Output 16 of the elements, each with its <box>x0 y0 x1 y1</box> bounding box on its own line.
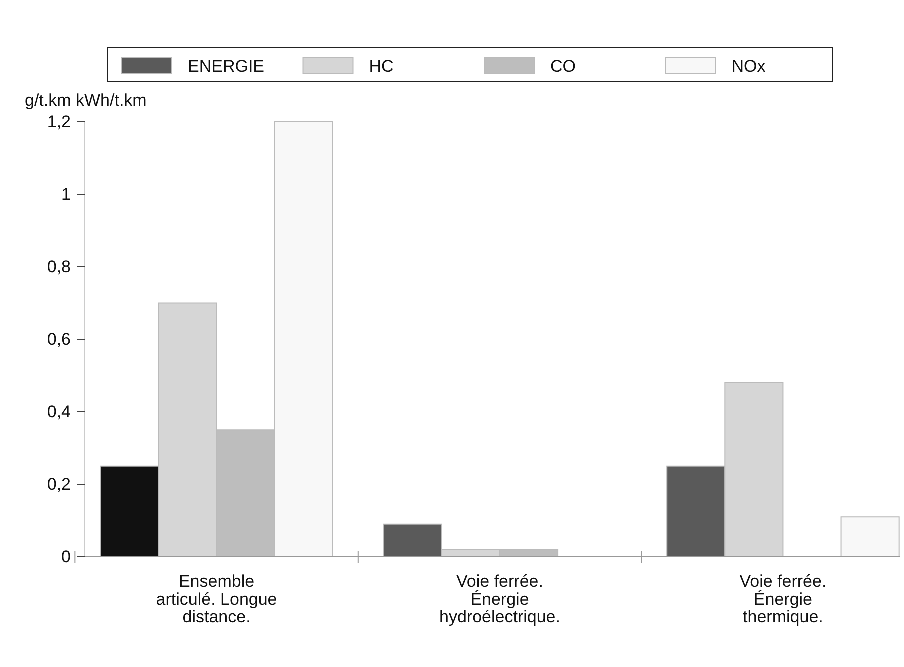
legend-label: NOx <box>732 57 766 76</box>
legend-label: HC <box>369 57 394 76</box>
x-tick-label: Ensemble articulé. Longue distance. <box>156 572 278 627</box>
y-tick-label: 0 <box>62 547 71 566</box>
y-tick-label: 1 <box>62 184 71 204</box>
legend-label: CO <box>550 57 576 76</box>
legend-label: ENERGIE <box>188 57 265 76</box>
y-tick-label: 0,2 <box>47 474 71 494</box>
y-axis-title: g/t.km kWh/t.km <box>25 91 147 110</box>
y-tick-label: 0,6 <box>47 330 71 349</box>
x-tick-label: Voie ferrée. Énergie thermique. <box>740 572 827 627</box>
y-tick-label: 0,8 <box>47 257 71 276</box>
y-tick-label: 0,4 <box>47 402 71 422</box>
y-tick-label: 1,2 <box>47 112 71 132</box>
bar <box>840 516 900 558</box>
x-tick-label: Voie ferrée. Énergie hydroélectrique. <box>440 572 560 627</box>
